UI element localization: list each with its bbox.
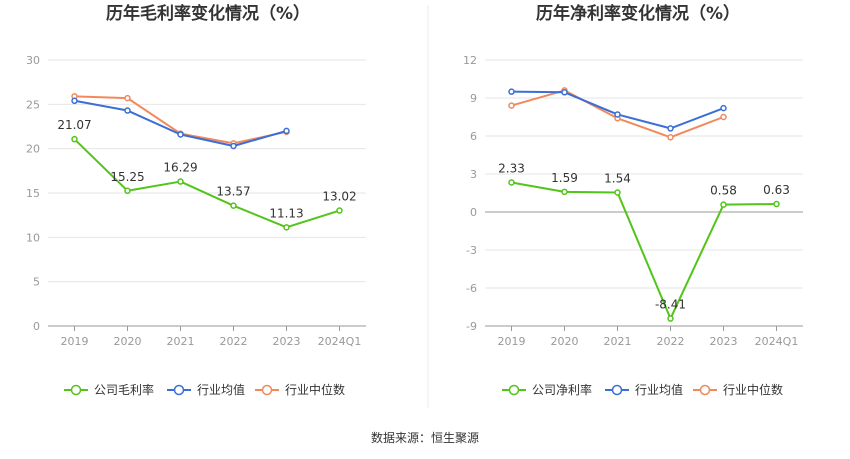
y-tick-label: 0	[33, 320, 40, 333]
data-point	[71, 97, 78, 105]
legend-label: 行业中位数	[723, 382, 783, 397]
data-point	[614, 111, 621, 118]
legend-swatch-marker	[611, 384, 623, 396]
data-label: 13.02	[322, 190, 356, 204]
data-label: 16.29	[163, 161, 197, 175]
data-point	[667, 125, 674, 132]
y-tick-label: -9	[466, 320, 477, 333]
data-point	[508, 102, 515, 109]
data-point	[614, 189, 621, 196]
x-tick-label: 2019	[498, 335, 526, 348]
x-tick-label: 2024Q1	[755, 335, 799, 348]
y-tick-label: 3	[470, 168, 477, 181]
data-label: 1.54	[604, 171, 631, 185]
gross-margin-chart: 历年毛利率变化情况（%） 0 5 10 15 20 25 30 2019 2020 2021 2022…	[26, 3, 366, 397]
data-point	[230, 202, 237, 209]
data-point	[230, 142, 237, 150]
y-tick-label: 25	[26, 98, 40, 111]
y-tick-label: 9	[470, 92, 477, 105]
series-line-0	[73, 138, 340, 229]
data-label: 11.13	[269, 206, 303, 220]
y-tick-label: 5	[33, 276, 40, 289]
legend-label: 行业均值	[635, 382, 683, 397]
y-tick-label: 12	[463, 54, 477, 67]
x-tick-label: 2023	[710, 335, 738, 348]
legend-label: 行业中位数	[285, 382, 345, 397]
data-point	[71, 135, 78, 143]
y-tick-label: 15	[26, 187, 40, 200]
y-tick-label: -6	[466, 282, 477, 295]
data-point	[283, 224, 290, 231]
net-margin-chart: 历年净利率变化情况（%） -9 -6 -3 0 3 6 9 12 2019 2020 2021 2022…	[463, 3, 803, 397]
y-tick-label: 30	[26, 54, 40, 67]
x-tick-label: 2022	[657, 335, 685, 348]
data-point	[720, 104, 727, 112]
data-point	[508, 88, 515, 95]
data-label: 21.07	[57, 118, 91, 132]
x-tick-label: 2021	[167, 335, 195, 348]
data-point	[124, 187, 131, 195]
data-point	[561, 188, 568, 196]
data-point	[283, 127, 290, 135]
data-label: 1.59	[551, 171, 578, 185]
y-tick-label: -3	[466, 244, 477, 257]
x-tick-label: 2024Q1	[318, 335, 362, 348]
data-label: 2.33	[498, 161, 525, 175]
y-tick-label: 6	[470, 130, 477, 143]
legend-swatch-marker	[173, 384, 185, 396]
data-label: 0.63	[763, 183, 790, 197]
legend-swatch-marker	[70, 384, 82, 396]
legend-label: 行业均值	[197, 382, 245, 397]
legend-swatch-marker	[699, 384, 711, 396]
data-point	[177, 178, 184, 185]
x-tick-label: 2019	[61, 335, 89, 348]
chart-title: 历年净利率变化情况（%）	[536, 3, 740, 24]
y-tick-label: 0	[470, 206, 477, 219]
series-line-0	[511, 181, 777, 320]
data-point	[667, 134, 674, 141]
data-point	[124, 94, 131, 102]
x-tick-label: 2023	[273, 335, 301, 348]
data-point	[124, 107, 131, 114]
data-point	[508, 179, 515, 186]
x-tick-label: 2022	[220, 335, 248, 348]
data-point	[720, 113, 727, 121]
data-label: 0.58	[710, 184, 737, 198]
series-line-1	[74, 99, 287, 148]
data-point	[561, 89, 568, 96]
y-tick-label: 10	[26, 231, 40, 244]
data-label: 13.57	[216, 185, 250, 199]
data-point	[667, 315, 674, 322]
data-label: 15.25	[110, 170, 144, 184]
source-note: 数据来源：恒生聚源	[371, 430, 479, 445]
data-point	[336, 207, 343, 214]
x-tick-label: 2020	[551, 335, 579, 348]
legend-swatch-marker	[261, 384, 273, 396]
y-tick-label: 20	[26, 143, 40, 156]
data-point	[720, 201, 727, 208]
legend-label: 公司毛利率	[94, 382, 154, 397]
data-point	[177, 131, 184, 138]
data-label: -8.41	[655, 298, 686, 312]
legend-swatch-marker	[508, 384, 520, 396]
chart-title: 历年毛利率变化情况（%）	[106, 3, 310, 24]
legend-label: 公司净利率	[532, 382, 592, 397]
data-point	[773, 200, 780, 208]
x-tick-label: 2021	[604, 335, 632, 348]
x-tick-label: 2020	[114, 335, 142, 348]
